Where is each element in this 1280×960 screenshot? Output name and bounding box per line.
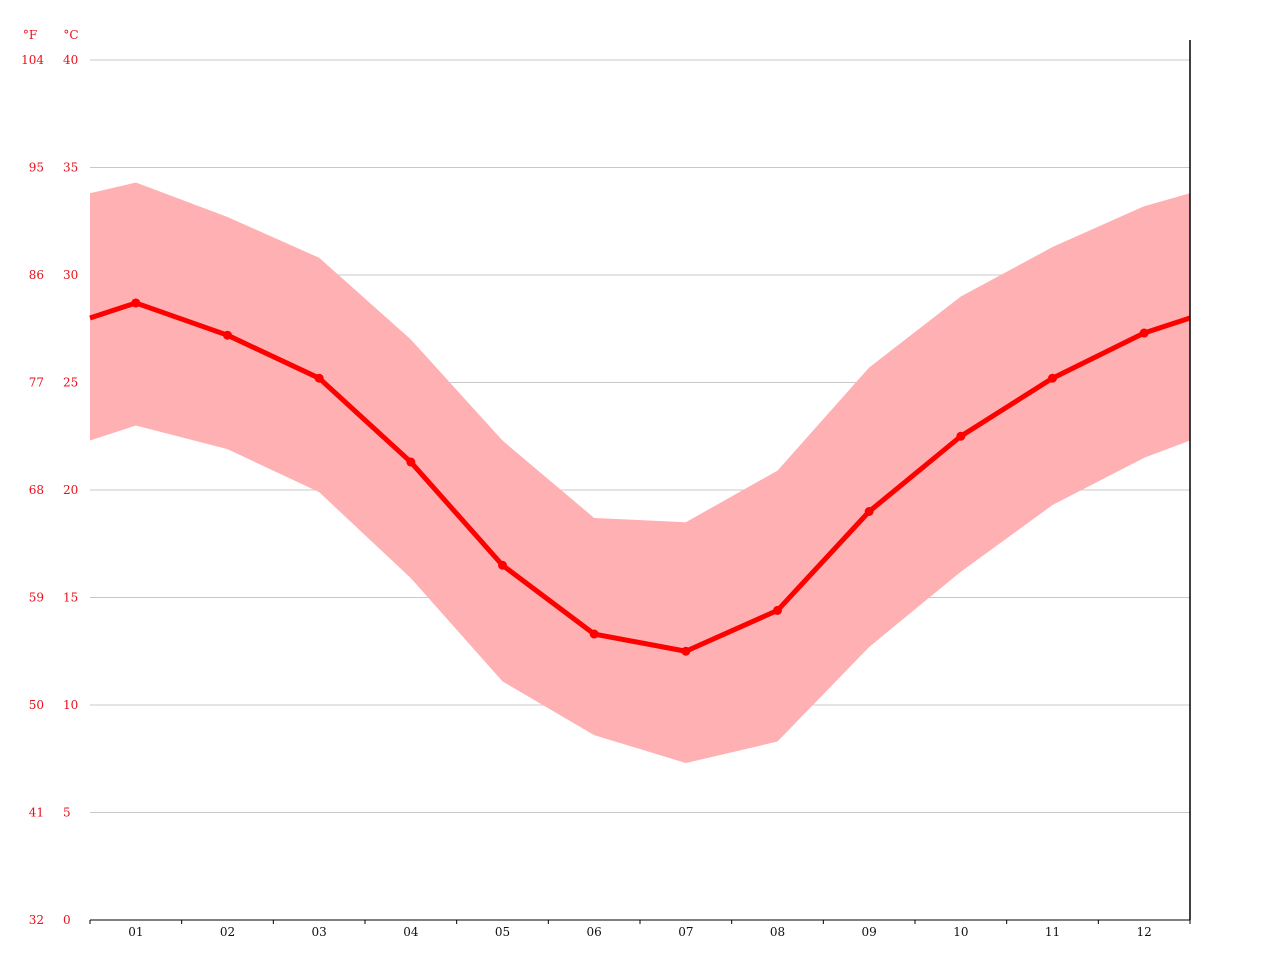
mean-point	[956, 431, 966, 441]
x-tick-label: 07	[678, 925, 693, 939]
x-tick-label: 11	[1045, 925, 1060, 939]
mean-point	[498, 560, 507, 570]
unit-label-fahrenheit: °F	[23, 28, 37, 42]
x-tick-label: 05	[495, 925, 510, 939]
x-tick-label: 12	[1137, 925, 1152, 939]
y-tick-fahrenheit: 104	[21, 53, 44, 67]
y-tick-celsius: 5	[63, 806, 71, 820]
mean-point	[223, 330, 232, 340]
y-tick-fahrenheit: 95	[29, 161, 44, 175]
y-tick-celsius: 25	[63, 376, 78, 390]
mean-point	[681, 646, 691, 656]
mean-point	[589, 629, 599, 639]
y-tick-fahrenheit: 32	[29, 913, 44, 927]
x-tick-label: 08	[770, 925, 785, 939]
mean-point	[864, 507, 874, 516]
y-tick-fahrenheit: 86	[29, 268, 44, 282]
temperature-range-band	[90, 182, 1190, 764]
y-tick-celsius: 20	[63, 483, 78, 497]
mean-point	[314, 373, 324, 383]
y-tick-fahrenheit: 77	[29, 376, 44, 390]
y-tick-celsius: 40	[63, 53, 78, 67]
x-tick-label: 03	[312, 925, 327, 939]
mean-point	[773, 605, 782, 615]
mean-point	[406, 457, 416, 467]
mean-point	[1048, 373, 1057, 383]
mean-line-path	[89, 300, 1191, 654]
mean-point	[131, 298, 141, 308]
x-tick-label: 09	[862, 925, 877, 939]
y-tick-celsius: 0	[63, 913, 71, 927]
x-tick-label: 06	[587, 925, 602, 939]
mean-point	[1139, 328, 1149, 338]
y-tick-fahrenheit: 41	[29, 806, 44, 820]
y-tick-fahrenheit: 50	[29, 698, 44, 712]
y-tick-celsius: 35	[63, 161, 78, 175]
x-tick-label: 04	[403, 925, 419, 939]
x-tick-label: 02	[220, 925, 235, 939]
x-tick-label: 01	[128, 925, 143, 939]
y-tick-celsius: 15	[63, 591, 78, 605]
y-tick-celsius: 10	[63, 698, 78, 712]
mean-temperature-line	[89, 298, 1191, 656]
tick-labels: °F °C 32 0 41 5 50 10 59 15 68 20 77 25 86 30 95 35 104 4…	[21, 28, 1152, 939]
unit-label-celsius: °C	[63, 28, 78, 42]
x-tick-label: 10	[953, 925, 968, 939]
y-tick-fahrenheit: 68	[29, 483, 44, 497]
y-tick-fahrenheit: 59	[29, 591, 44, 605]
y-tick-celsius: 30	[63, 268, 78, 282]
range-band-area	[90, 182, 1190, 764]
axes	[89, 40, 1191, 924]
